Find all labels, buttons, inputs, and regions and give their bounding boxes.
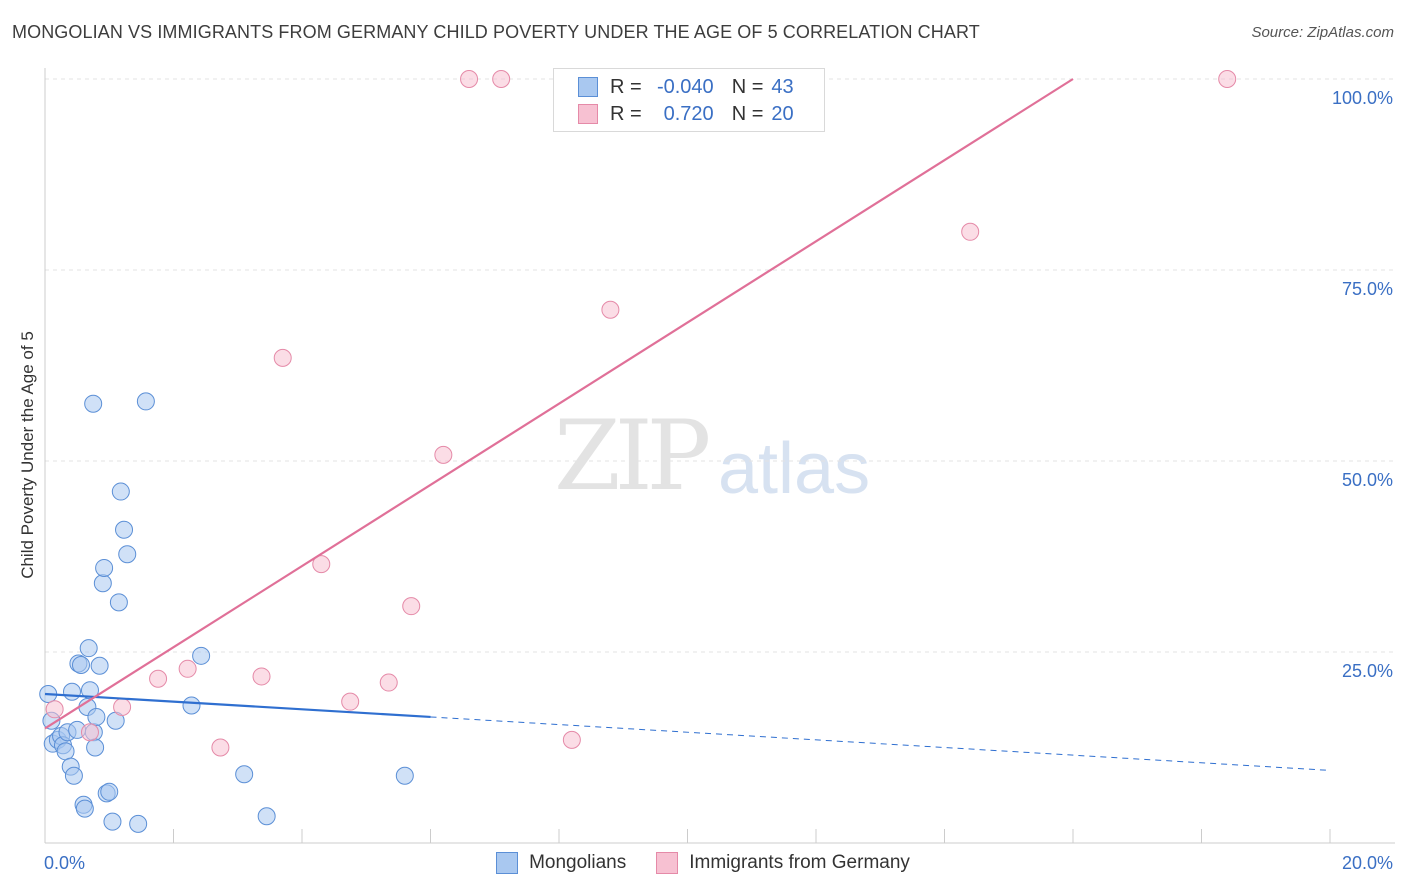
germany-point [1218, 70, 1237, 88]
watermark-atlas: atlas [718, 429, 871, 509]
r-label: R = [610, 75, 642, 98]
mongolians-point [395, 766, 414, 785]
mongolians-swatch [578, 77, 598, 97]
mongolians-point [129, 814, 148, 833]
germany-legend-swatch [656, 852, 679, 874]
y-tick-label: 100.0% [1332, 88, 1393, 108]
germany-swatch [578, 104, 598, 124]
r-label: R = [610, 102, 642, 125]
y-tick-label: 25.0% [1342, 661, 1393, 681]
legend-item-germany[interactable]: Immigrants from Germany [656, 852, 910, 874]
germany-point [312, 555, 331, 574]
mongolians-point [118, 545, 137, 564]
germany-point [434, 445, 453, 464]
mongolians-point [111, 482, 130, 501]
source-label: Source: ZipAtlas.com [1251, 24, 1394, 41]
mongolians-point [103, 812, 122, 831]
mongolians-point [79, 639, 98, 658]
n-label: N = [731, 102, 764, 125]
mongolians-point [62, 682, 81, 701]
r-value: 0.720 [663, 102, 714, 125]
germany-trend-line [44, 78, 1074, 730]
germany-point [492, 70, 511, 88]
germany-point [252, 667, 271, 686]
n-value: 20 [771, 102, 794, 125]
germany-point [961, 222, 980, 241]
mongolians-point [182, 696, 201, 715]
chart-title: MONGOLIAN VS IMMIGRANTS FROM GERMANY CHI… [12, 22, 980, 42]
mongolians-point [86, 738, 105, 757]
mongolians-point [235, 765, 254, 784]
mongolians-point [95, 558, 114, 577]
mongolians-point [257, 807, 276, 826]
mongolians-point [90, 656, 109, 675]
germany-point [211, 738, 230, 757]
legend-item-mongolians[interactable]: Mongolians [496, 852, 626, 874]
legend-label-mongolians: Mongolians [529, 852, 627, 873]
n-label: N = [731, 75, 764, 98]
mongolians-legend-swatch [496, 852, 519, 874]
germany-point [273, 348, 292, 367]
mongolians-point [136, 392, 155, 411]
y-tick-label: 75.0% [1342, 279, 1393, 299]
mongolians-point [64, 766, 83, 785]
mongolians-point [84, 394, 103, 413]
stats-legend-row-germany: R = 0.720 N = 20 [578, 101, 794, 127]
mongolians-point [192, 646, 211, 665]
germany-point [113, 698, 132, 717]
r-value: -0.040 [656, 75, 714, 98]
n-value: 43 [771, 75, 794, 98]
germany-point [562, 730, 581, 749]
x-tick-label: 20.0% [1342, 853, 1393, 873]
mongolians-trend-line [44, 692, 431, 719]
germany-point [341, 692, 360, 711]
germany-point [601, 300, 620, 319]
germany-point [45, 700, 64, 719]
mongolians-point [75, 799, 94, 818]
mongolians-point [109, 593, 128, 612]
mongolians-point [71, 655, 90, 674]
germany-point [80, 723, 99, 742]
x-tick-label: 0.0% [44, 853, 85, 873]
legend-label-germany: Immigrants from Germany [689, 852, 910, 873]
germany-point [149, 669, 168, 688]
y-tick-label: 50.0% [1342, 470, 1393, 490]
watermark-zip: ZIP [554, 400, 711, 512]
germany-point [402, 597, 421, 616]
stats-legend: R = -0.040 N = 43 R = 0.720 N = 20 [553, 68, 825, 132]
stats-legend-row-mongolians: R = -0.040 N = 43 [578, 74, 794, 100]
germany-point [178, 659, 197, 678]
mongolians-trend-extension [430, 716, 1331, 771]
mongolians-point [115, 520, 134, 539]
series-legend: Mongolians Immigrants from Germany [0, 852, 1406, 874]
mongolians-point [93, 574, 112, 593]
mongolians-point [87, 707, 106, 726]
mongolians-point [56, 742, 75, 761]
germany-point [379, 673, 398, 692]
germany-point [460, 70, 479, 88]
mongolians-point [100, 782, 119, 801]
